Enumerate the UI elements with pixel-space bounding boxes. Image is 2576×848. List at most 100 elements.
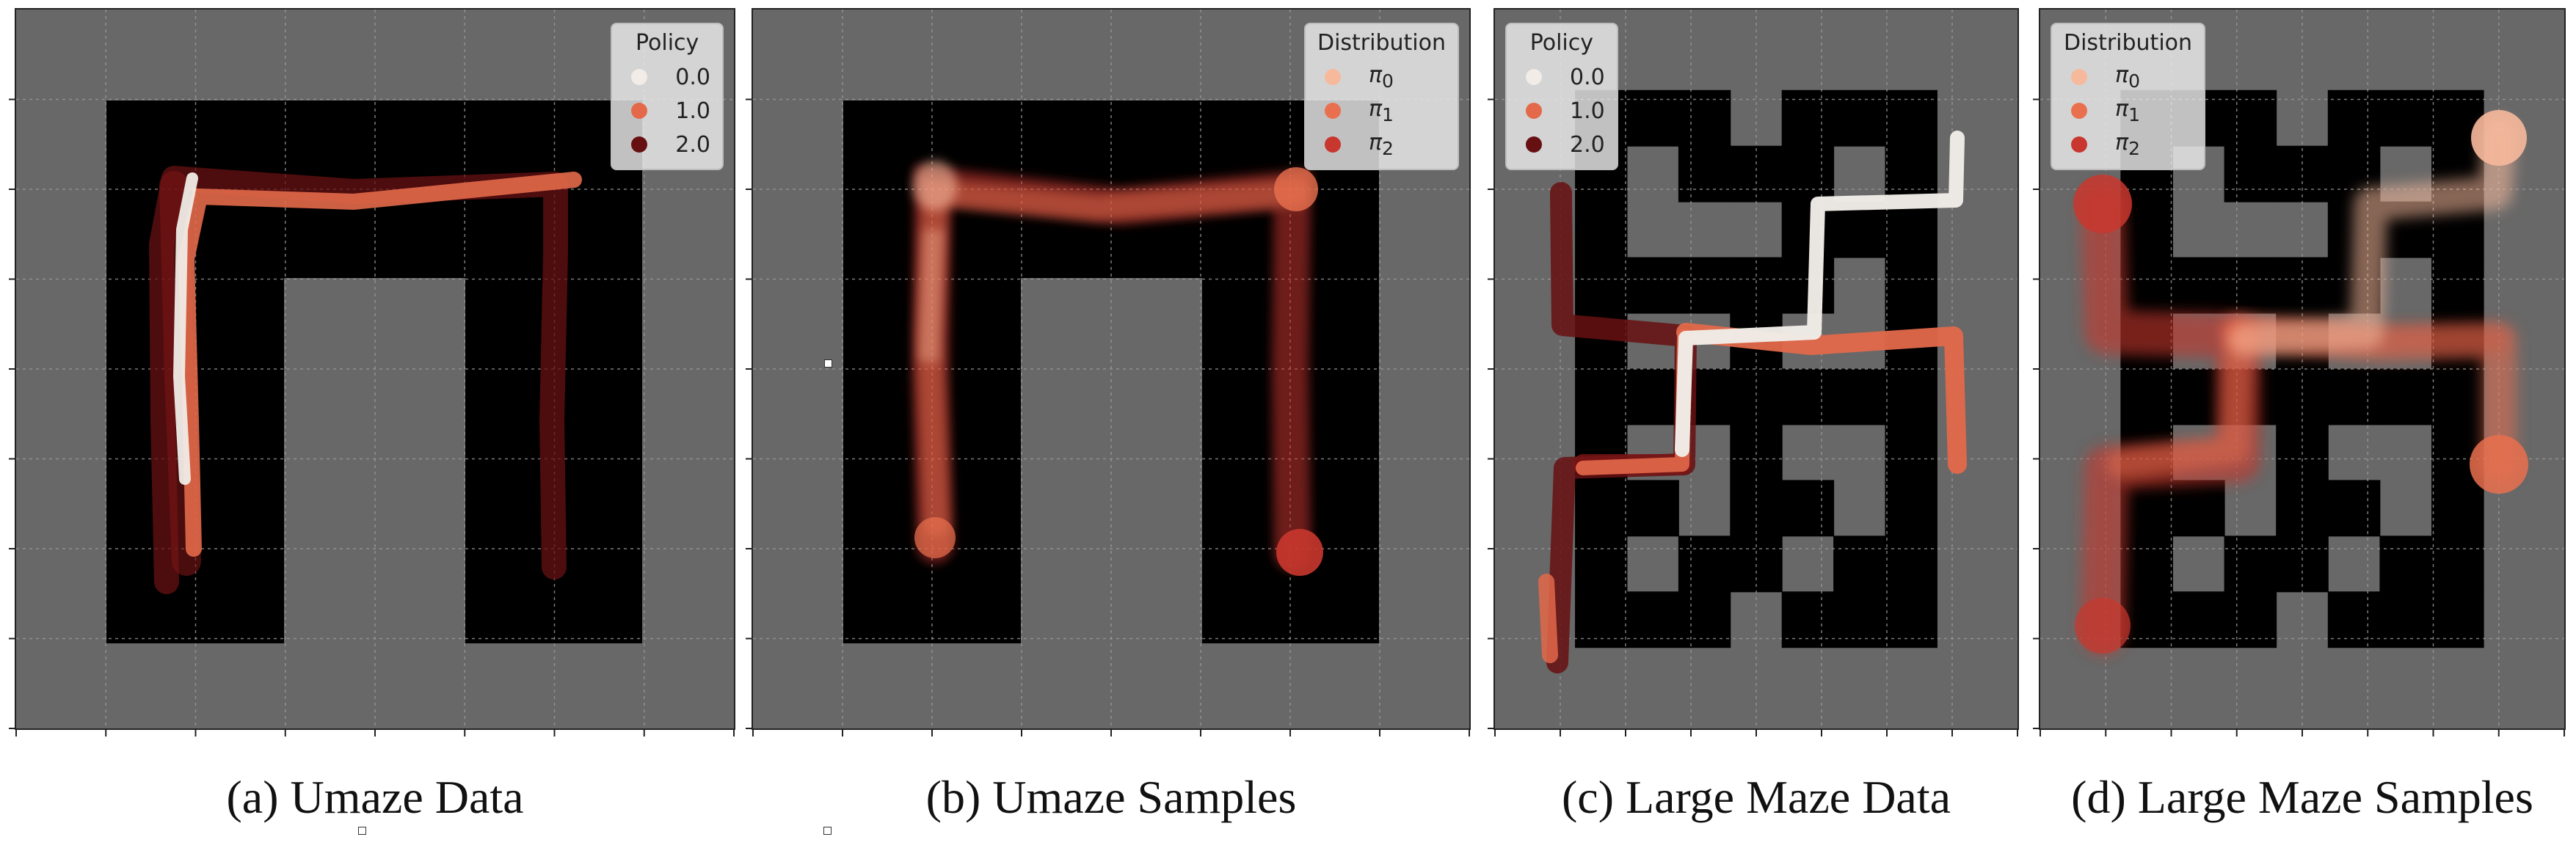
maze-corridor-cell <box>1626 89 1679 147</box>
maze-corridor-cell <box>1781 89 1835 147</box>
maze-corridor-cell <box>2276 368 2329 425</box>
maze-corridor-cell <box>1781 368 1835 425</box>
legend: Policy 0.0 1.0 2.0 <box>1505 23 1618 170</box>
trajectory-policy-0 <box>1675 131 1965 457</box>
maze-corridor-cell <box>1730 368 1783 425</box>
caption: (a) Umaze Data <box>226 771 524 823</box>
legend-marker <box>631 69 648 85</box>
maze-corridor-cell <box>1678 89 1731 147</box>
maze-corridor-cell <box>1678 591 1731 648</box>
legend: Distribution π0 π1 π2 <box>1303 23 1459 170</box>
maze-corridor-cell <box>1885 368 1938 425</box>
legend-title: Policy <box>1529 30 1593 56</box>
maze-corridor-cell <box>1575 201 1628 258</box>
maze-corridor-cell <box>1575 257 1628 314</box>
maze-corridor-cell <box>1885 257 1938 314</box>
maze-corridor-cell <box>1678 536 1731 593</box>
maze-corridor-cell <box>2431 257 2484 314</box>
legend-title: Policy <box>635 30 699 56</box>
maze-corridor-cell <box>1626 257 1679 314</box>
legend-label: 1.0 <box>675 98 710 124</box>
large-maze-data-canvas <box>1495 10 2017 728</box>
legend-label: 2.0 <box>1570 131 1605 158</box>
legend-label: π0 <box>2115 62 2140 92</box>
maze-corridor-cell <box>2276 257 2329 314</box>
maze-corridor-cell <box>2327 591 2381 648</box>
samples-pi0 <box>913 161 957 362</box>
maze-corridor-cell <box>2224 257 2277 314</box>
legend-label: π0 <box>1368 62 1394 92</box>
maze-corridor-cell <box>1885 536 1938 593</box>
maze-corridor-cell <box>2224 145 2277 202</box>
legend-marker <box>2071 136 2087 153</box>
legend-entry: π2 <box>1317 128 1446 161</box>
legend-label: π1 <box>2115 96 2140 125</box>
maze-corridor-cell <box>1781 591 1835 648</box>
samples-pi0 <box>2229 117 2516 357</box>
legend-marker <box>1526 136 1542 153</box>
maze-corridor-cell <box>1575 536 1628 593</box>
large-maze-walls <box>1575 89 1938 648</box>
legend-entry: π0 <box>1317 60 1446 94</box>
legend-marker <box>1324 69 1341 85</box>
maze-corridor-cell <box>1730 480 1783 537</box>
maze-corridor-cell <box>2327 480 2381 537</box>
maze-corridor-cell <box>1885 145 1938 202</box>
legend-marker <box>1526 69 1542 85</box>
caption: (b) Umaze Samples <box>925 771 1297 823</box>
maze-corridor-cell <box>2120 257 2173 314</box>
umaze-data-canvas <box>16 10 734 728</box>
legend-label: 1.0 <box>1570 98 1605 124</box>
maze-corridor-cell <box>1678 145 1731 202</box>
maze-corridor-cell <box>1626 591 1679 648</box>
maze-corridor-cell <box>2224 89 2277 147</box>
maze-corridor-cell <box>2172 257 2225 314</box>
maze-corridor-cell <box>2379 368 2433 425</box>
maze-corridor-cell <box>2327 368 2381 425</box>
maze-corridor-cell <box>2431 591 2484 648</box>
legend-label: π2 <box>2115 130 2140 159</box>
legend-entry: 2.0 <box>624 128 710 161</box>
maze-corridor-cell <box>1833 89 1886 147</box>
maze-corridor-cell <box>1833 201 1886 258</box>
umaze-data-plot: Policy 0.0 1.0 2.0 <box>15 8 735 730</box>
legend-marker <box>1526 103 1542 119</box>
maze-corridor-cell <box>1678 257 1731 314</box>
maze-corridor-cell <box>1833 536 1886 593</box>
legend-title: Distribution <box>1317 30 1446 56</box>
trajectory-policy-1 <box>178 172 582 557</box>
legend-marker <box>631 103 648 119</box>
caption: (c) Large Maze Data <box>1561 771 1951 823</box>
maze-corridor-cell <box>1833 368 1886 425</box>
maze-corridor-cell <box>2327 89 2381 147</box>
legend-label: 0.0 <box>675 64 710 90</box>
legend-title: Distribution <box>2064 30 2193 56</box>
trajectory-policy-0 <box>172 172 198 485</box>
maze-corridor-cell <box>2379 591 2433 648</box>
maze-corridor-cell <box>2431 480 2484 537</box>
legend-label: 0.0 <box>1570 64 1605 90</box>
umaze-samples-plot: Distribution π0 π1 π2 <box>752 8 1471 730</box>
legend-entry: 1.0 <box>624 94 710 128</box>
caption: (d) Large Maze Samples <box>2071 771 2533 823</box>
maze-corridor-cell <box>2224 591 2277 648</box>
maze-corridor-cell <box>1730 536 1783 593</box>
legend-entry: π1 <box>2064 94 2192 128</box>
maze-corridor-cell <box>1575 480 1628 537</box>
maze-corridor-cell <box>2431 368 2484 425</box>
legend-marker <box>631 136 648 153</box>
maze-corridor-cell <box>1781 480 1835 537</box>
maze-corridor-cell <box>1575 591 1628 648</box>
maze-corridor-cell <box>2172 480 2225 537</box>
sample-clusters <box>914 167 1323 576</box>
maze-corridor-cell <box>2224 536 2277 593</box>
legend-marker <box>1324 136 1341 153</box>
maze-corridor-cell <box>1885 591 1938 648</box>
legend-entry: π2 <box>2064 128 2192 161</box>
maze-corridor-cell <box>2120 368 2173 425</box>
sample-clusters <box>2073 110 2528 654</box>
maze-corridor-cell <box>1781 145 1835 202</box>
maze-corridor-cell <box>1626 368 1679 425</box>
marker-square <box>823 827 832 835</box>
maze-corridor-cell <box>2172 368 2225 425</box>
